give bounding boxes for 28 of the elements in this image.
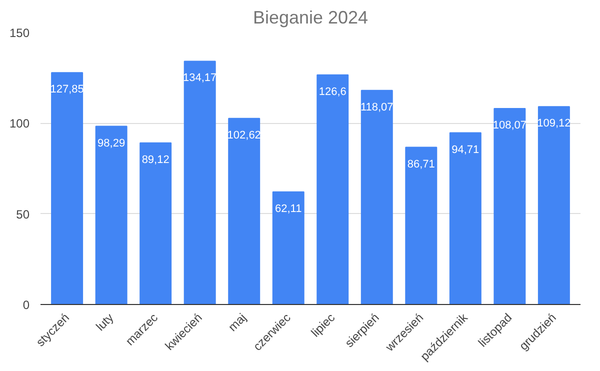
bar — [228, 118, 260, 304]
bar — [538, 106, 570, 304]
data-label: 118,07 — [360, 101, 394, 114]
data-label: 109,12 — [537, 118, 571, 130]
data-label: 89,12 — [142, 154, 170, 166]
bar — [494, 108, 526, 304]
data-label: 108,07 — [492, 120, 527, 132]
data-label: 86,71 — [407, 158, 435, 170]
bar — [360, 90, 393, 304]
data-label: 94,71 — [452, 144, 480, 156]
y-tick-label: 100 — [9, 116, 30, 131]
bar — [449, 132, 482, 304]
bar — [51, 72, 84, 304]
x-tick-label: maj — [225, 310, 250, 334]
chart-title: Bieganie 2024 — [252, 8, 368, 28]
bar — [95, 126, 128, 304]
y-tick-label: 150 — [9, 26, 30, 40]
data-label: 62,11 — [275, 202, 302, 215]
bar — [316, 74, 349, 304]
data-label: 98,29 — [98, 137, 126, 150]
x-tick-label: luty — [93, 310, 116, 334]
bar — [140, 142, 172, 304]
bar — [184, 60, 216, 304]
y-tick-label: 0 — [22, 298, 30, 312]
y-tick-label: 50 — [16, 207, 30, 222]
data-label: 126,6 — [318, 86, 346, 98]
bar — [405, 146, 438, 304]
bar — [272, 191, 304, 304]
